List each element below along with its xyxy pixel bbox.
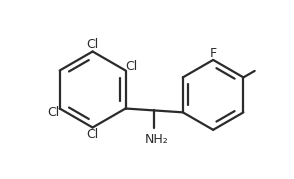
Text: Cl: Cl bbox=[86, 38, 99, 51]
Text: F: F bbox=[210, 47, 217, 60]
Text: Cl: Cl bbox=[86, 128, 99, 141]
Text: NH₂: NH₂ bbox=[144, 133, 168, 146]
Text: Cl: Cl bbox=[47, 106, 59, 119]
Text: Cl: Cl bbox=[126, 60, 138, 73]
